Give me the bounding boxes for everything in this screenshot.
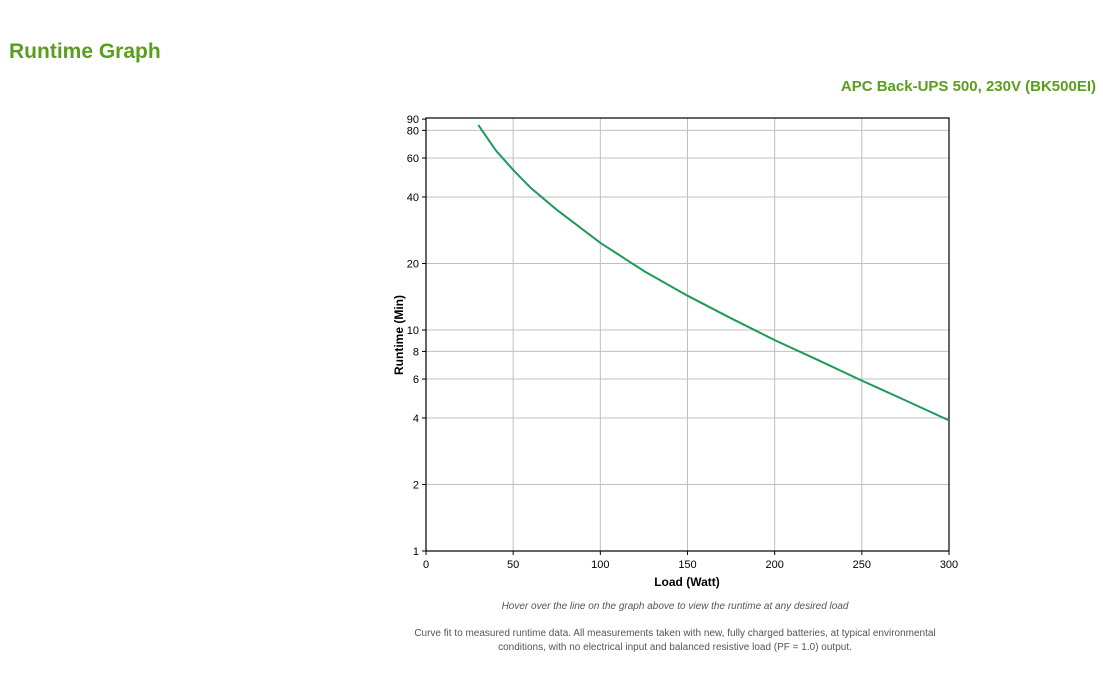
svg-text:40: 40 xyxy=(407,192,419,204)
runtime-curve[interactable] xyxy=(477,124,950,422)
hover-hint: Hover over the line on the graph above t… xyxy=(501,601,849,612)
svg-text:10: 10 xyxy=(407,325,419,337)
chart-grid xyxy=(426,118,949,551)
svg-text:50: 50 xyxy=(507,559,519,571)
page-title: Runtime Graph xyxy=(9,40,161,63)
svg-text:90: 90 xyxy=(407,114,419,126)
product-title: APC Back-UPS 500, 230V (BK500EI) xyxy=(840,78,1096,95)
footnote: Curve fit to measured runtime data. All … xyxy=(414,628,936,653)
svg-text:60: 60 xyxy=(407,153,419,165)
svg-text:100: 100 xyxy=(591,559,609,571)
svg-text:4: 4 xyxy=(413,413,419,425)
svg-text:6: 6 xyxy=(413,374,419,386)
svg-text:80: 80 xyxy=(407,125,419,137)
svg-text:0: 0 xyxy=(423,559,429,571)
svg-text:8: 8 xyxy=(413,346,419,358)
y-axis-label: Runtime (Min) xyxy=(392,295,406,375)
plot-frame xyxy=(425,117,950,552)
svg-text:300: 300 xyxy=(940,559,958,571)
svg-text:200: 200 xyxy=(765,559,783,571)
svg-text:250: 250 xyxy=(853,559,871,571)
svg-text:1: 1 xyxy=(413,546,419,558)
svg-text:150: 150 xyxy=(678,559,696,571)
svg-text:2: 2 xyxy=(413,479,419,491)
x-axis-label: Load (Watt) xyxy=(654,575,720,589)
svg-text:20: 20 xyxy=(407,258,419,270)
